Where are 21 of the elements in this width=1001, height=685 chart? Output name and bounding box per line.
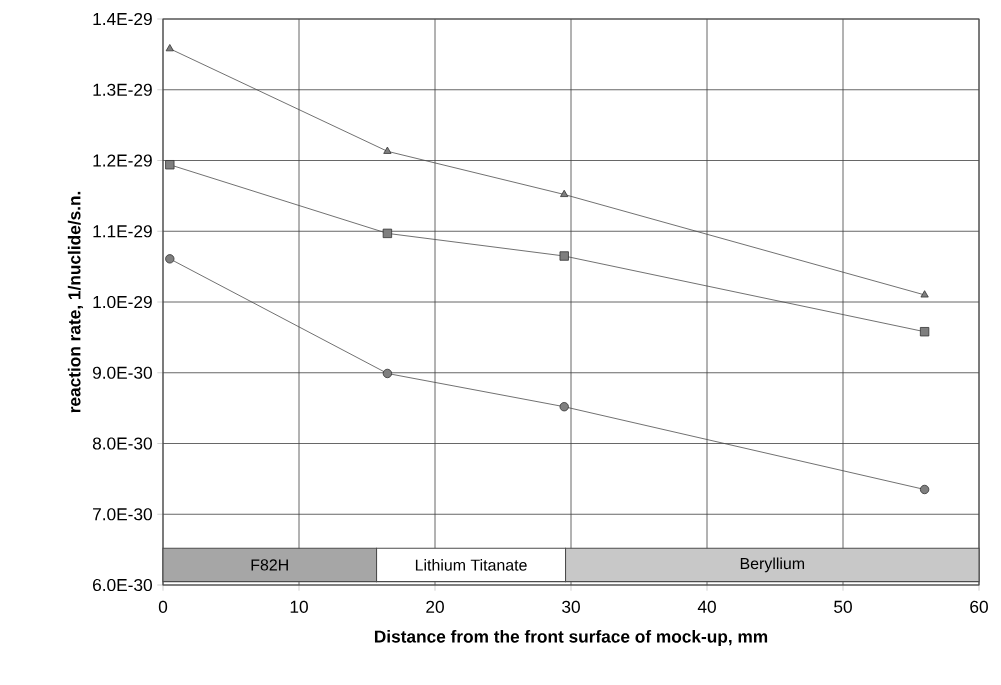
x-tick-label: 10 bbox=[290, 600, 308, 613]
x-tick-label: 20 bbox=[426, 600, 444, 613]
band-label: Beryllium bbox=[740, 557, 805, 573]
x-tick-label: 40 bbox=[697, 600, 716, 613]
y-tick-label: 7.0E-30 bbox=[93, 508, 152, 521]
y-tick-label: 1.1E-29 bbox=[93, 225, 152, 238]
y-axis-title: reaction rate, 1/nuclide/s.n. bbox=[67, 191, 84, 413]
y-tick-label: 1.4E-29 bbox=[93, 12, 152, 26]
x-tick-label: 30 bbox=[562, 600, 580, 613]
x-tick-label: 0 bbox=[158, 600, 168, 613]
x-tick-label: 50 bbox=[834, 600, 852, 613]
band-label: F82H bbox=[251, 559, 288, 571]
x-tick-label: 60 bbox=[970, 600, 988, 613]
x-axis-title: Distance from the front surface of mock-up, mm bbox=[374, 629, 768, 647]
y-tick-label: 1.0E-29 bbox=[93, 295, 152, 309]
y-tick-label: 1.3E-29 bbox=[93, 83, 152, 96]
y-tick-label: 6.0E-30 bbox=[93, 578, 152, 592]
y-tick-label: 9.0E-30 bbox=[92, 366, 152, 379]
y-tick-label: 1.2E-29 bbox=[93, 154, 152, 167]
y-tick-label: 8.0E-30 bbox=[92, 437, 152, 450]
band-label: Lithium Titanate bbox=[415, 559, 527, 571]
